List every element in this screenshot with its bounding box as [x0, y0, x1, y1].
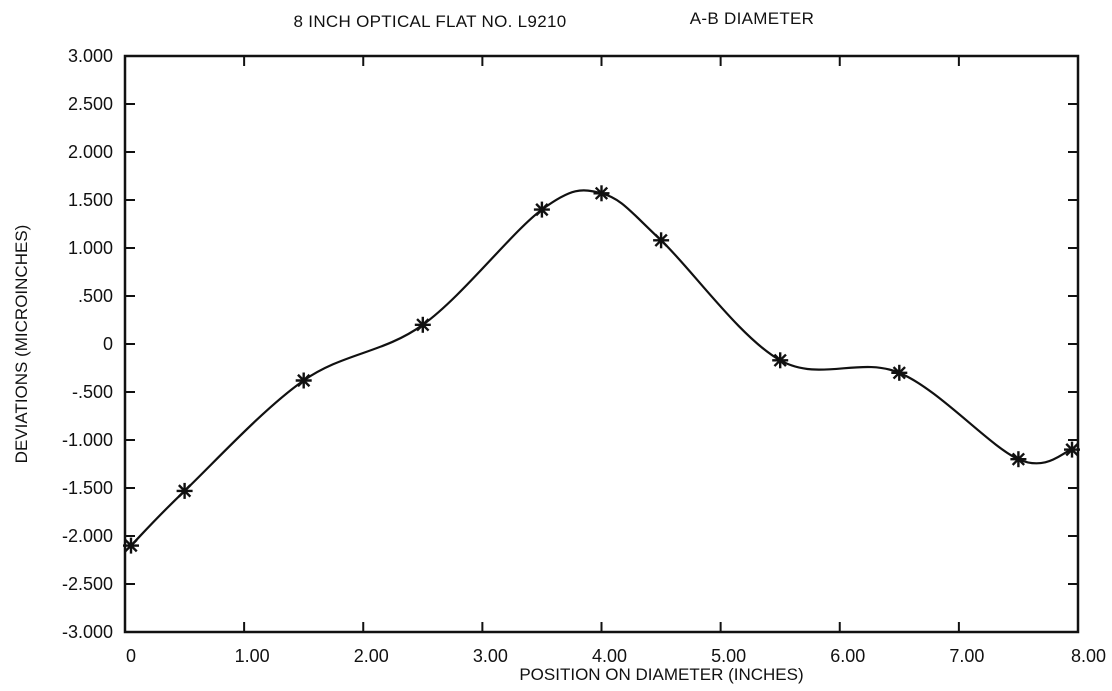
x-tick-label: 8.00 — [1071, 646, 1106, 666]
y-axis-label: DEVIATIONS (MICROINCHES) — [12, 225, 31, 464]
y-axis-ticks: 3.000 2.500 2.000 1.500 1.000 .500 0 -.500 -1.00… — [62, 46, 1078, 642]
data-point-marker — [1064, 441, 1080, 458]
y-tick-label: 3.000 — [68, 46, 113, 66]
x-axis-ticks: 0 1.00 2.00 3.00 4.00 5.00 6.00 7.00 8.00 — [124, 56, 1106, 666]
y-tick-label: -3.000 — [62, 622, 113, 642]
data-point-marker — [891, 364, 908, 381]
y-tick-label: 2.500 — [68, 94, 113, 114]
y-tick-label: 1.500 — [68, 190, 113, 210]
data-point-marker — [772, 352, 789, 369]
data-series-line — [130, 189, 1073, 547]
x-tick-label: 1.00 — [235, 646, 270, 666]
data-point-marker — [533, 201, 550, 218]
y-tick-label: 1.000 — [68, 238, 113, 258]
data-markers — [123, 185, 1080, 554]
plot-frame — [123, 54, 1080, 634]
x-tick-label: 3.00 — [473, 646, 508, 666]
x-axis-label: POSITION ON DIAMETER (INCHES) — [519, 665, 803, 684]
data-point-marker — [653, 232, 670, 249]
y-tick-label: -2.000 — [62, 526, 113, 546]
x-tick-label: 7.00 — [949, 646, 984, 666]
y-tick-label: 0 — [103, 334, 113, 354]
x-tick-label: 4.00 — [592, 646, 627, 666]
x-tick-label: 5.00 — [711, 646, 746, 666]
x-tick-label: 0 — [126, 646, 136, 666]
data-point-marker — [295, 372, 312, 389]
data-point-marker — [176, 482, 193, 499]
chart-title: 8 INCH OPTICAL FLAT NO. L9210 — [294, 12, 567, 31]
y-tick-label: 2.000 — [68, 142, 113, 162]
chart-subtitle: A-B DIAMETER — [690, 9, 815, 28]
x-tick-label: 2.00 — [354, 646, 389, 666]
y-tick-label: -1.000 — [62, 430, 113, 450]
x-tick-label: 6.00 — [830, 646, 865, 666]
y-tick-label: -1.500 — [62, 478, 113, 498]
data-point-marker — [593, 185, 610, 202]
y-tick-label: .500 — [78, 286, 113, 306]
data-point-marker — [414, 316, 431, 333]
data-point-marker — [123, 537, 139, 554]
y-tick-label: -.500 — [72, 382, 113, 402]
y-tick-label: -2.500 — [62, 574, 113, 594]
data-point-marker — [1010, 451, 1027, 468]
